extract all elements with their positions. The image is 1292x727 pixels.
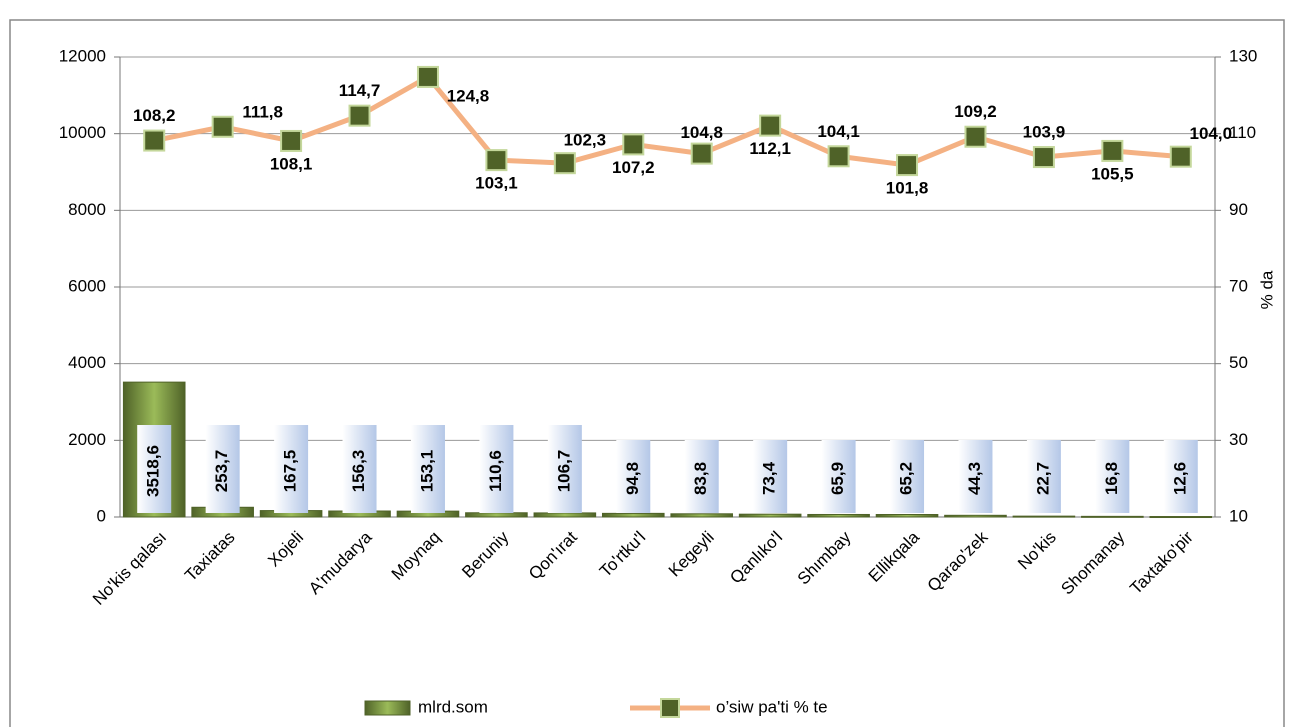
y2-axis-label: % da [1257,270,1276,309]
bar [1081,515,1144,518]
bar [670,513,734,518]
y-tick-label: 10000 [59,123,106,142]
y-tick-label: 0 [97,506,106,525]
line-value-label: 124,8 [447,86,490,105]
line-marker [622,133,645,156]
value-label-box [958,440,993,513]
value-label-box [479,425,514,513]
bar-value-label: 16,8 [1102,462,1121,495]
bar [875,514,939,518]
bar-value-label: 73,4 [760,461,779,495]
y2-tick-label: 110 [1229,123,1256,142]
bar-value-label: 3518,6 [144,445,163,497]
line-marker [1101,139,1124,162]
line-marker [416,65,439,88]
line-value-label: 105,5 [1091,164,1134,183]
bar-value-label: 65,9 [828,462,847,495]
bar-value-label: 167,5 [281,450,300,493]
y2-tick-label: 10 [1229,506,1248,525]
line [153,74,1181,168]
y2-tick-label: 30 [1229,430,1248,449]
line-marker [348,104,371,127]
y-tick-label: 8000 [68,200,106,219]
bar [533,512,597,518]
line-value-label: 109,2 [954,102,997,121]
line-marker [280,129,303,152]
line-marker [1032,146,1055,169]
line-value-label: 108,2 [133,106,176,125]
bar [465,512,528,518]
y2-tick-label: 50 [1229,353,1248,372]
y2-tick-label: 130 [1229,46,1257,65]
value-label-box [205,425,240,513]
line-marker [827,145,850,168]
line-marker [143,129,166,152]
bar-value-label: 156,3 [349,450,368,493]
value-label-box [890,440,925,513]
bar-value-label: 110,6 [486,450,505,492]
line-marker [553,152,576,175]
bar [601,512,665,518]
line-marker [896,154,919,177]
line-value-label: 107,2 [612,158,655,177]
value-label-box [274,425,309,513]
y-tick-label: 4000 [68,353,106,372]
value-label-box [616,440,651,513]
bar-value-label: 65,2 [897,462,916,495]
value-label-box [1095,440,1130,513]
y-tick-label: 6000 [68,276,106,295]
line-value-label: 114,7 [339,81,381,100]
value-label-box [410,425,445,513]
bar [1149,516,1213,519]
value-label-box [137,425,172,513]
bar-value-label: 44,3 [965,462,984,495]
line-value-label: 112,1 [749,139,791,158]
bar-value-label: 94,8 [623,462,642,495]
line-marker [1169,145,1192,168]
line-marker [964,125,987,148]
line-value-label: 111,8 [242,102,283,121]
value-label-box [684,440,719,513]
line-value-label: 103,1 [475,174,518,193]
value-label-box [342,425,377,513]
value-label-box [1163,440,1198,513]
bar [1012,515,1076,518]
bar [944,514,1007,518]
line-value-label: 104,8 [680,123,723,142]
value-label-box [821,440,856,513]
value-label-box [547,425,582,513]
line-marker [485,149,508,172]
legend-swatch [364,700,411,716]
bar-value-label: 22,7 [1033,462,1052,495]
line-value-label: 101,8 [886,179,929,198]
legend-marker [660,698,680,718]
legend-label: mlrd.som [418,697,488,716]
bar-value-label: 106,7 [554,450,573,493]
legend-label: o’siw pa'ti % te [716,697,828,716]
bar [738,513,802,518]
bar-value-label: 12,6 [1170,462,1189,495]
line-marker [211,115,234,138]
y2-tick-label: 90 [1229,200,1248,219]
chart-frame [9,19,1285,727]
bar-value-label: 253,7 [212,450,231,493]
line-value-label: 103,9 [1023,123,1066,142]
bar-value-label: 83,8 [691,462,710,495]
line-marker [759,114,782,137]
line-value-label: 104,0 [1190,124,1233,143]
y-tick-label: 2000 [68,430,106,449]
bar-value-label: 153,1 [417,450,436,493]
line-value-label: 108,1 [270,154,313,173]
bar [807,513,870,518]
y2-tick-label: 70 [1229,276,1248,295]
line-marker [690,142,713,165]
value-label-box [1026,440,1061,513]
y-tick-label: 12000 [59,46,106,65]
value-label-box [753,440,788,513]
line-value-label: 102,3 [564,131,607,150]
line-value-label: 104,1 [817,122,860,141]
